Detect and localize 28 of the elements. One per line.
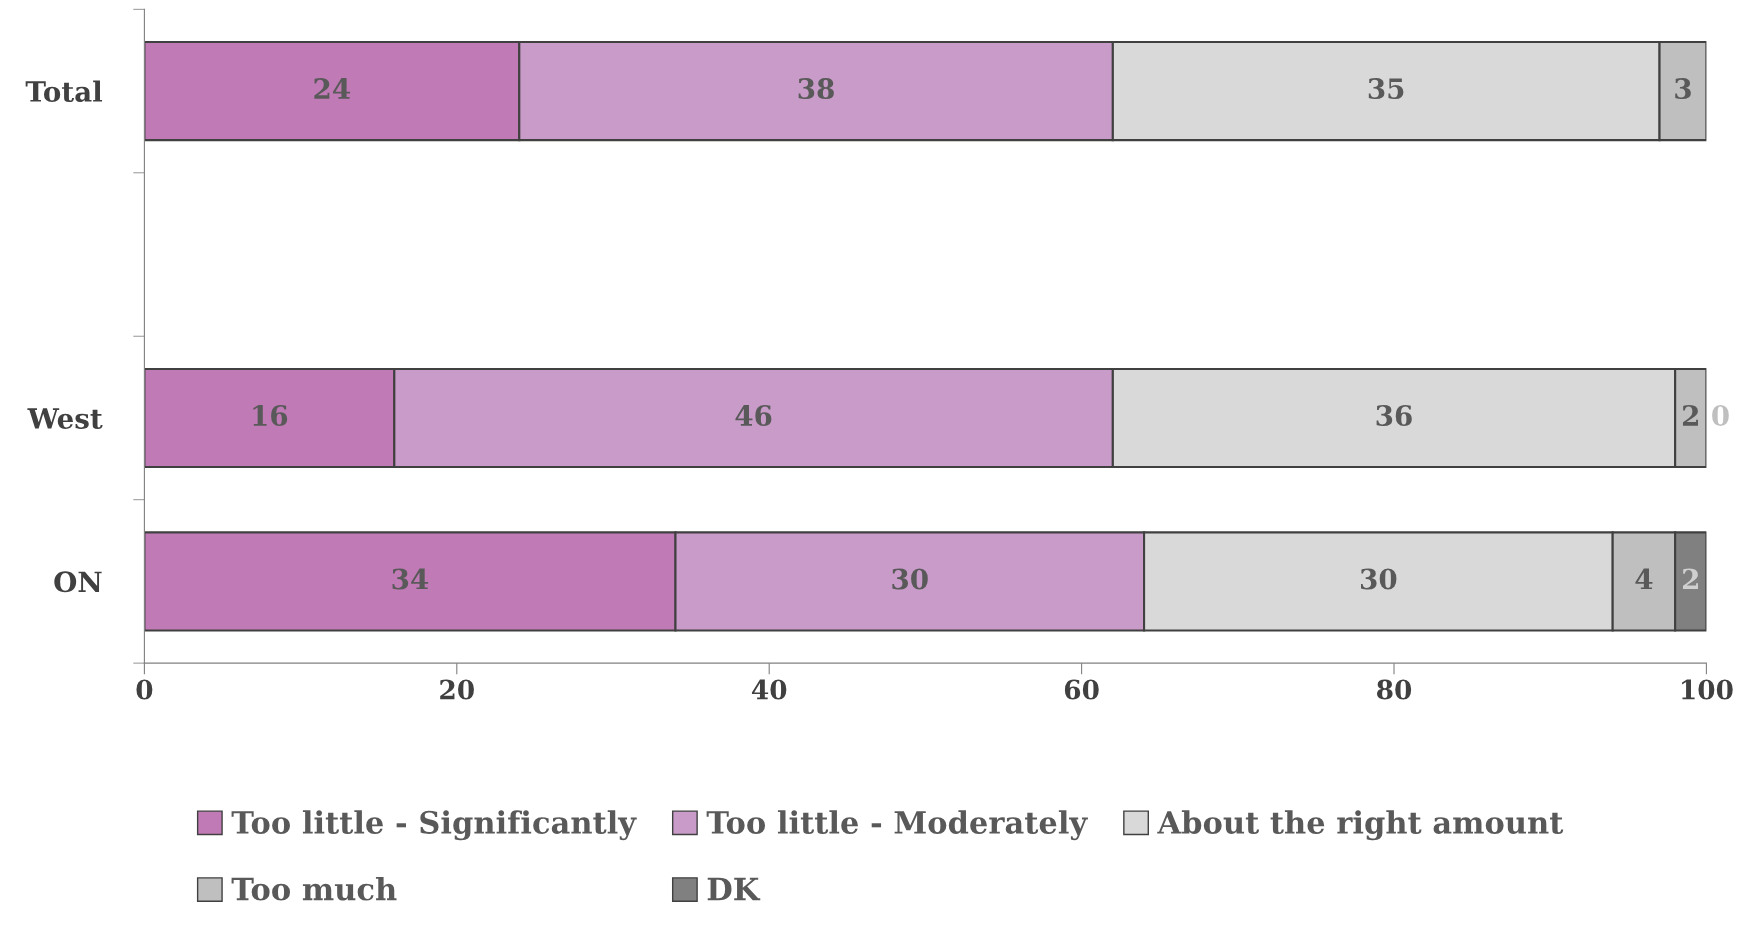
x-tick-label: 60	[1064, 679, 1099, 700]
y-tick-label: ON	[54, 571, 102, 593]
data-label: 35	[1368, 78, 1404, 100]
data-label: 46	[735, 405, 772, 427]
legend-label: About the right amount	[1157, 810, 1564, 841]
data-label: 34	[392, 568, 429, 590]
data-label: 0	[1712, 405, 1729, 427]
data-label: 2	[1682, 568, 1698, 590]
legend-label: Too much	[231, 876, 397, 901]
data-label: 4	[1635, 568, 1653, 590]
data-label: 30	[1361, 568, 1397, 590]
data-label: 36	[1376, 405, 1412, 427]
legend-label: Too little - Significantly	[231, 810, 637, 841]
x-tick-label: 0	[136, 679, 153, 700]
data-label: 2	[1682, 405, 1698, 426]
data-label: 24	[314, 78, 351, 99]
x-tick-label: 40	[751, 679, 787, 700]
data-label: 38	[798, 78, 834, 100]
data-label: 30	[892, 568, 928, 590]
x-tick-label: 80	[1377, 679, 1412, 700]
y-tick-label: Total	[25, 80, 103, 103]
data-label: 16	[253, 405, 288, 427]
data-label: 3	[1675, 78, 1691, 100]
legend-label: Too little - Moderately	[706, 810, 1088, 841]
x-tick-label: 20	[440, 679, 474, 700]
legend-label: DK	[707, 877, 761, 901]
x-tick-label: 100	[1682, 679, 1733, 700]
y-tick-label: West	[27, 408, 103, 429]
